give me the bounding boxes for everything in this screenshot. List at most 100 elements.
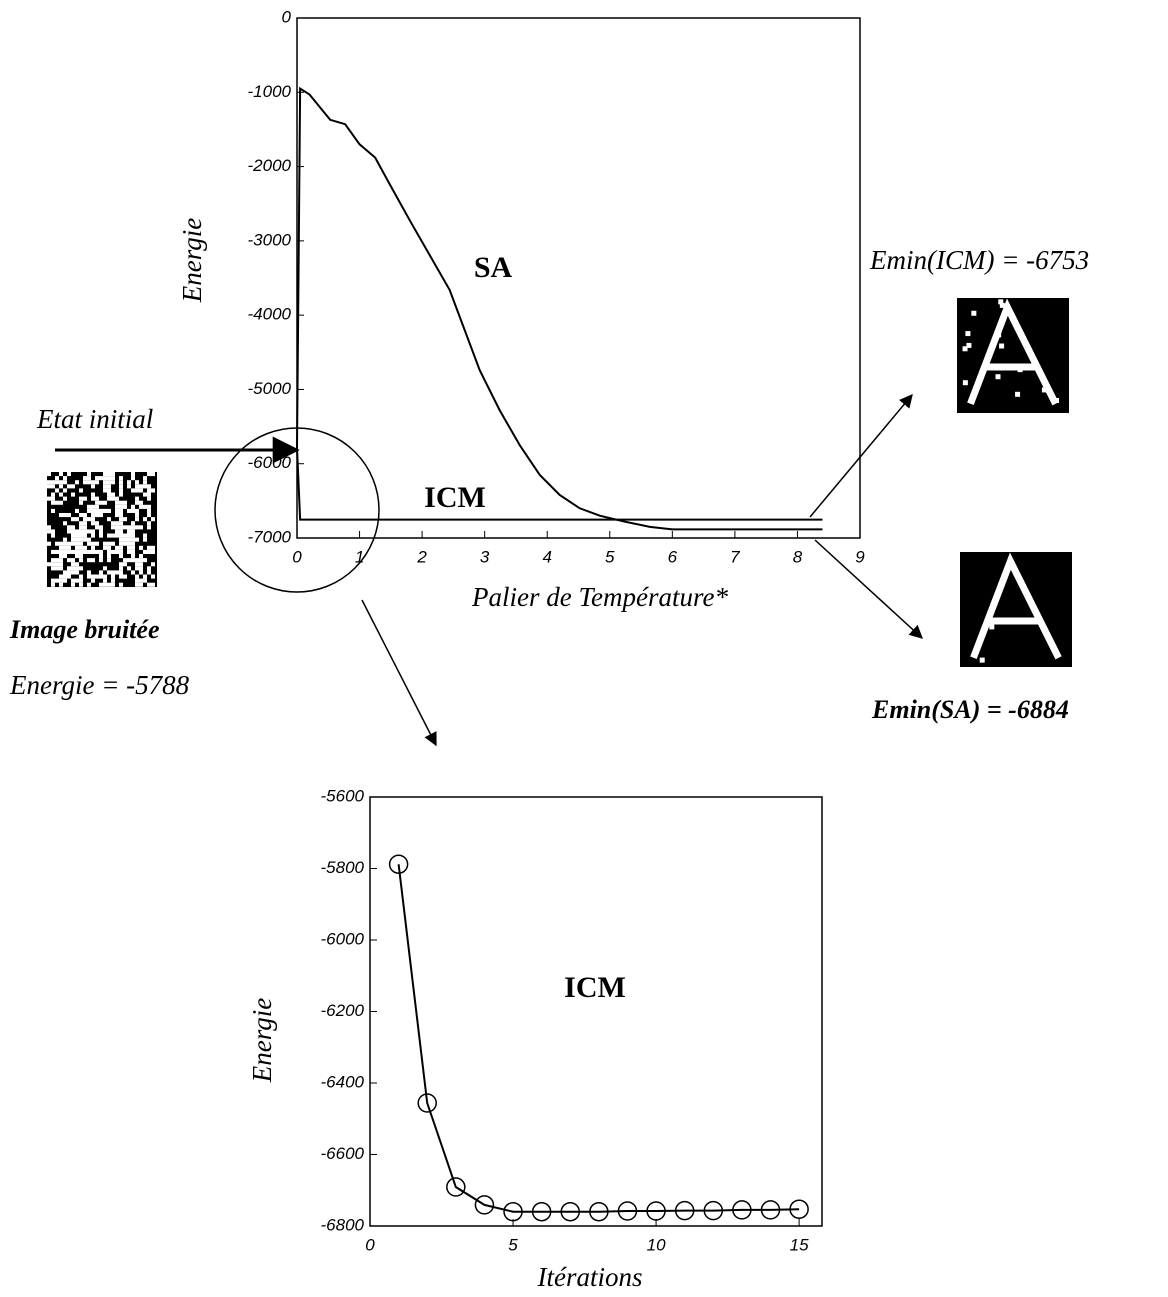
pixel	[83, 513, 87, 518]
pixel	[115, 529, 119, 534]
pixel	[107, 488, 111, 493]
pixel	[147, 525, 151, 530]
pixel	[99, 558, 103, 563]
pixel	[107, 545, 111, 550]
pixel	[75, 566, 79, 571]
pixel	[63, 537, 67, 542]
pixel	[55, 476, 59, 481]
pixel	[51, 496, 55, 501]
pixel	[107, 558, 111, 563]
pixel	[67, 549, 71, 554]
pixel	[79, 582, 83, 587]
pixel	[111, 578, 115, 583]
marker	[446, 1177, 466, 1197]
pixel	[151, 549, 155, 554]
pixel	[55, 562, 59, 567]
pixel	[75, 517, 79, 522]
pixel	[111, 582, 115, 587]
pixel	[151, 582, 155, 587]
y-tick-label: -4000	[248, 305, 292, 324]
pixel	[143, 558, 147, 563]
pixel	[143, 533, 147, 538]
pixel	[151, 562, 155, 567]
pixel	[59, 574, 63, 579]
y-tick-label: -6400	[321, 1072, 365, 1091]
pixel	[51, 562, 55, 567]
pixel	[135, 480, 139, 485]
pixel	[67, 570, 71, 575]
pixel	[55, 558, 59, 563]
pixel	[103, 484, 107, 489]
pixel	[95, 496, 99, 501]
x-axis-label: Palier de Température*	[471, 582, 728, 612]
y-tick-label: -6000	[321, 929, 365, 948]
annotation: Energie = -5788	[9, 670, 190, 700]
pixel	[79, 521, 83, 526]
pixel	[47, 484, 51, 489]
pixel	[51, 566, 55, 571]
x-tick-label: 2	[416, 547, 427, 566]
pixel	[95, 525, 99, 530]
pixel	[71, 529, 75, 534]
pixel	[123, 574, 127, 579]
pixel	[139, 582, 143, 587]
marker	[417, 1093, 437, 1113]
pixel	[79, 500, 83, 505]
pixel	[107, 508, 111, 513]
pixel	[51, 578, 55, 583]
pixel	[119, 570, 123, 575]
pixel	[127, 508, 131, 513]
pixel	[75, 529, 79, 534]
pixel	[135, 566, 139, 571]
pixel	[135, 582, 139, 587]
pixel	[139, 504, 143, 509]
pixel	[55, 541, 59, 546]
x-tick-label: 7	[730, 547, 740, 566]
pixel	[71, 533, 75, 538]
y-tick-label: -6200	[321, 1001, 365, 1020]
pixel	[143, 574, 147, 579]
noisy-image	[47, 472, 157, 587]
pixel	[123, 562, 127, 567]
pixel	[119, 549, 123, 554]
annotation: Etat initial	[36, 404, 153, 434]
series-line	[296, 447, 823, 521]
pixel	[71, 566, 75, 571]
marker	[388, 854, 409, 874]
arrow	[809, 393, 913, 518]
pixel	[119, 566, 123, 571]
x-axis-label: Itérations	[537, 1262, 643, 1292]
pixel	[147, 570, 151, 575]
pixel	[99, 549, 103, 554]
pixel	[115, 521, 119, 526]
pixel	[59, 500, 63, 505]
pixel	[139, 562, 143, 567]
pixel	[91, 549, 95, 554]
pixel	[995, 374, 1001, 380]
pixel	[107, 472, 111, 477]
annotation: Emin(ICM) = -6753	[869, 245, 1089, 275]
pixel	[103, 545, 107, 550]
pixel	[99, 476, 103, 481]
pixel	[67, 529, 71, 534]
icm-result-image	[957, 298, 1069, 413]
pixel	[119, 484, 123, 489]
pixel	[71, 484, 75, 489]
pixel	[139, 500, 143, 505]
pixel	[1015, 391, 1021, 397]
pixel	[119, 582, 123, 587]
pixel	[87, 517, 91, 522]
pixel	[83, 525, 87, 530]
plot-frame	[369, 796, 823, 1227]
pixel	[55, 488, 59, 493]
pixel	[139, 488, 143, 493]
marker	[789, 1199, 809, 1219]
pixel	[71, 578, 75, 583]
y-tick-label: -3000	[248, 230, 292, 249]
pixel	[75, 545, 79, 550]
pixel	[51, 533, 55, 538]
pixel	[59, 541, 63, 546]
pixel	[135, 517, 139, 522]
pixel	[63, 521, 67, 526]
